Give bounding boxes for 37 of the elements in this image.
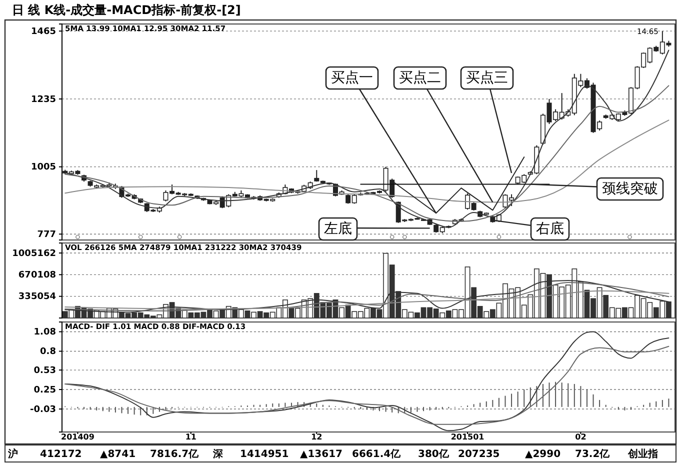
text: ▲13617 bbox=[300, 449, 343, 460]
annotation: 买点二 bbox=[399, 70, 441, 86]
chart-title: 日 线 K线-成交量-MACD指标-前复权-[2] bbox=[12, 3, 241, 17]
text: ▲8741 bbox=[100, 449, 136, 460]
y-tick-label: 1465 bbox=[30, 26, 56, 37]
y-tick-label: 335054 bbox=[18, 292, 56, 302]
text: 沪 bbox=[7, 448, 18, 460]
x-tick-label: 12 bbox=[311, 432, 322, 442]
text: 73.2亿 bbox=[575, 448, 611, 460]
annotation: 右底 bbox=[536, 221, 564, 237]
y-tick-label: -0.03 bbox=[30, 404, 56, 415]
x-tick-label: 11 bbox=[185, 432, 197, 442]
y-tick-label: 1235 bbox=[30, 94, 56, 105]
annotation: 左底 bbox=[324, 221, 352, 237]
x-tick-label: 201501 bbox=[450, 432, 485, 442]
annotation: 买点一 bbox=[331, 70, 373, 86]
y-tick-label: 1005162 bbox=[12, 248, 56, 259]
text: 创业指 bbox=[627, 448, 658, 460]
annotation: 买点三 bbox=[466, 70, 508, 86]
text: 207235 bbox=[458, 449, 500, 460]
y-tick-label: 0.25 bbox=[34, 385, 56, 396]
text: 深 bbox=[212, 448, 224, 460]
text: 1414951 bbox=[240, 449, 289, 460]
text: 380亿 bbox=[418, 448, 450, 460]
annotation: 颈线突破 bbox=[602, 181, 658, 197]
x-tick-label: 201409 bbox=[61, 432, 95, 442]
y-tick-label: 1.08 bbox=[34, 328, 56, 338]
y-tick-label: 1005 bbox=[30, 162, 56, 173]
y-tick-label: 0.8 bbox=[40, 347, 56, 358]
y-tick-label: 777 bbox=[37, 230, 56, 240]
text: ▲2990 bbox=[525, 449, 561, 460]
y-tick-label: 0.53 bbox=[34, 366, 56, 376]
text: 6661.4亿 bbox=[352, 448, 402, 460]
text: 412172 bbox=[40, 449, 82, 460]
text: 7816.7亿 bbox=[150, 448, 200, 460]
y-tick-label: 670108 bbox=[18, 270, 56, 281]
x-tick-label: 02 bbox=[575, 432, 586, 442]
